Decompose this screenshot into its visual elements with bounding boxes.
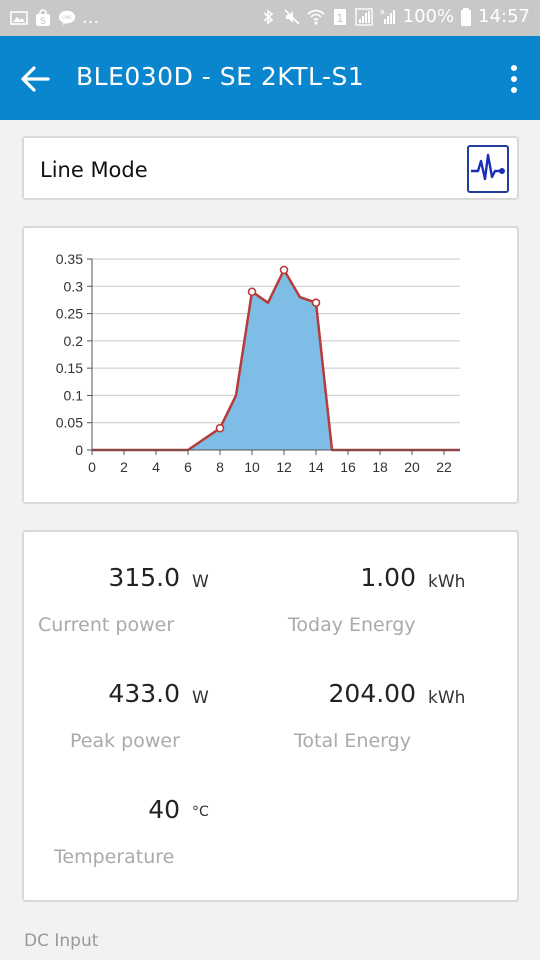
status-bar: S LINE ... 1 R 100% 14:57 xyxy=(0,0,540,36)
stats-card: 315.0 W Current power 1.00 kWh Today Ene… xyxy=(22,530,519,902)
temperature-value: 40 xyxy=(148,795,180,824)
x-tick-label: 0 xyxy=(88,459,96,475)
power-area-chart: 0 0.05 0.1 0.15 0.2 0.25 0.3 0.35 0 2 4 6 8 10 12 14 16 1… xyxy=(56,251,460,475)
shop-icon: S xyxy=(36,8,50,27)
chart-markers xyxy=(215,265,321,433)
image-icon xyxy=(10,10,28,25)
chart-axes xyxy=(87,258,460,455)
wifi-icon xyxy=(307,9,325,25)
peak-power-unit: W xyxy=(192,688,209,708)
x-tick-label: 18 xyxy=(372,459,388,475)
x-tick-label: 4 xyxy=(152,459,160,475)
y-tick-label: 0.15 xyxy=(56,360,83,376)
y-tick-label: 0 xyxy=(75,442,83,458)
x-tick-label: 16 xyxy=(340,459,356,475)
y-tick-label: 0.2 xyxy=(64,333,84,349)
power-chart-card: 0 0.05 0.1 0.15 0.2 0.25 0.3 0.35 0 2 4 6 8 10 12 14 16 1… xyxy=(22,226,519,504)
mode-label: Line Mode xyxy=(40,158,148,182)
peak-power-value: 433.0 xyxy=(108,679,180,708)
svg-text:S: S xyxy=(40,17,46,27)
x-tick-label: 6 xyxy=(184,459,192,475)
y-tick-label: 0.3 xyxy=(64,278,84,294)
notification-overflow: ... xyxy=(82,7,100,28)
signal-icon xyxy=(354,7,373,26)
y-tick-label: 0.1 xyxy=(64,387,84,403)
svg-text:R: R xyxy=(380,9,385,17)
mode-selector-card: Line Mode xyxy=(22,136,519,200)
x-tick-label: 20 xyxy=(404,459,420,475)
total-energy-label: Total Energy xyxy=(294,730,411,752)
x-tick-label: 8 xyxy=(216,459,224,475)
notification-icons: S LINE ... xyxy=(10,7,99,28)
sim-1-icon: 1 xyxy=(333,8,346,25)
temperature-unit: °C xyxy=(192,804,209,820)
x-tick-label: 12 xyxy=(276,459,292,475)
total-energy-value: 204.00 xyxy=(328,679,416,708)
power-area-fill xyxy=(92,269,460,450)
svg-text:LINE: LINE xyxy=(62,14,72,20)
svg-text:1: 1 xyxy=(336,12,343,25)
back-arrow-icon[interactable] xyxy=(18,62,52,96)
today-energy-unit: kWh xyxy=(428,572,466,592)
data-point-marker xyxy=(215,423,225,433)
data-point-marker xyxy=(279,265,289,275)
x-tick-label: 10 xyxy=(244,459,260,475)
dc-input-section-label: DC Input xyxy=(24,931,99,951)
battery-icon xyxy=(461,7,472,26)
clock: 14:57 xyxy=(478,6,530,27)
current-power-unit: W xyxy=(192,572,209,592)
app-bar: BLE030D - SE 2KTL-S1 xyxy=(0,36,540,120)
waveform-icon xyxy=(471,153,505,181)
today-energy-label: Today Energy xyxy=(288,614,416,636)
data-point-marker xyxy=(311,298,321,307)
more-options-icon[interactable] xyxy=(506,64,522,94)
page-title: BLE030D - SE 2KTL-S1 xyxy=(76,62,365,91)
x-tick-label: 22 xyxy=(436,459,452,475)
data-point-marker xyxy=(247,287,257,297)
total-energy-unit: kWh xyxy=(428,688,466,708)
temperature-label: Temperature xyxy=(54,846,175,868)
bluetooth-icon xyxy=(263,8,273,25)
system-status: 1 R 100% 14:57 xyxy=(259,6,530,27)
x-tick-label: 14 xyxy=(308,459,324,475)
today-energy-value: 1.00 xyxy=(360,563,416,592)
battery-percent: 100% xyxy=(402,6,455,27)
x-tick-label: 2 xyxy=(120,459,128,475)
y-tick-label: 0.35 xyxy=(56,251,83,267)
chart-mode-button[interactable] xyxy=(467,145,509,193)
line-icon: LINE xyxy=(58,10,76,25)
current-power-label: Current power xyxy=(38,614,175,636)
chart-tick-labels: 0 0.05 0.1 0.15 0.2 0.25 0.3 0.35 0 2 4 6 8 10 12 14 16 1… xyxy=(56,251,452,475)
peak-power-label: Peak power xyxy=(70,730,180,752)
mute-icon xyxy=(284,8,300,25)
roaming-signal-icon: R xyxy=(380,9,395,24)
current-power-value: 315.0 xyxy=(108,563,180,592)
y-tick-label: 0.05 xyxy=(56,415,83,431)
y-tick-label: 0.25 xyxy=(56,306,83,322)
